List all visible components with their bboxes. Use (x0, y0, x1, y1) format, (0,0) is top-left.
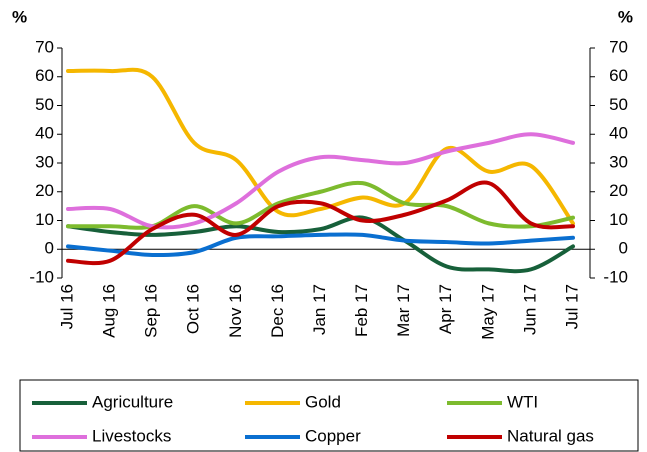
y2-axis-label: % (618, 7, 633, 26)
y2-tick-label: 50 (609, 95, 628, 114)
legend-label: Gold (305, 392, 341, 411)
y2-tick-label: 40 (609, 124, 628, 143)
x-tick-label: Jul 16 (57, 284, 76, 329)
x-tick-label: Jan 17 (310, 284, 329, 335)
y-tick-label: 10 (35, 210, 54, 229)
legend-label: Agriculture (92, 392, 173, 411)
x-tick-label: Apr 17 (436, 284, 455, 334)
legend-box (19, 379, 639, 452)
x-tick-label: Jun 17 (520, 284, 539, 335)
series-line (66, 215, 575, 274)
y-tick-label: 0 (45, 239, 54, 258)
y2-tick-label: -10 (603, 267, 628, 286)
y2-tick-label: 60 (609, 66, 628, 85)
x-tick-label: Feb 17 (352, 284, 371, 337)
y-tick-label: -10 (29, 267, 54, 286)
y-tick-label: 20 (35, 181, 54, 200)
y2-tick-label: 10 (609, 210, 628, 229)
y-tick-label: 70 (35, 37, 54, 56)
y2-tick-label: 30 (609, 152, 628, 171)
series-line (66, 67, 575, 226)
series-line (66, 180, 575, 266)
x-tick-label: Nov 16 (226, 284, 245, 338)
legend-label: Natural gas (507, 426, 594, 445)
y-axis-label: % (12, 7, 27, 26)
legend-label: WTI (507, 392, 538, 411)
legend-label: Livestocks (92, 426, 171, 445)
y-tick-label: 60 (35, 66, 54, 85)
series-line (66, 132, 575, 230)
y-tick-label: 40 (35, 124, 54, 143)
x-tick-label: Dec 16 (268, 284, 287, 338)
y2-tick-label: 0 (619, 239, 628, 258)
x-tick-label: Mar 17 (394, 284, 413, 337)
x-tick-label: Aug 16 (100, 284, 119, 338)
y2-tick-label: 70 (609, 37, 628, 56)
x-tick-label: Jul 17 (562, 284, 581, 329)
x-tick-label: May 17 (478, 284, 497, 340)
series-line (66, 232, 575, 258)
x-tick-label: Sep 16 (142, 284, 161, 338)
y2-tick-label: 20 (609, 181, 628, 200)
y-tick-label: 30 (35, 152, 54, 171)
x-tick-label: Oct 16 (184, 284, 203, 334)
y-tick-label: 50 (35, 95, 54, 114)
legend-label: Copper (305, 426, 361, 445)
